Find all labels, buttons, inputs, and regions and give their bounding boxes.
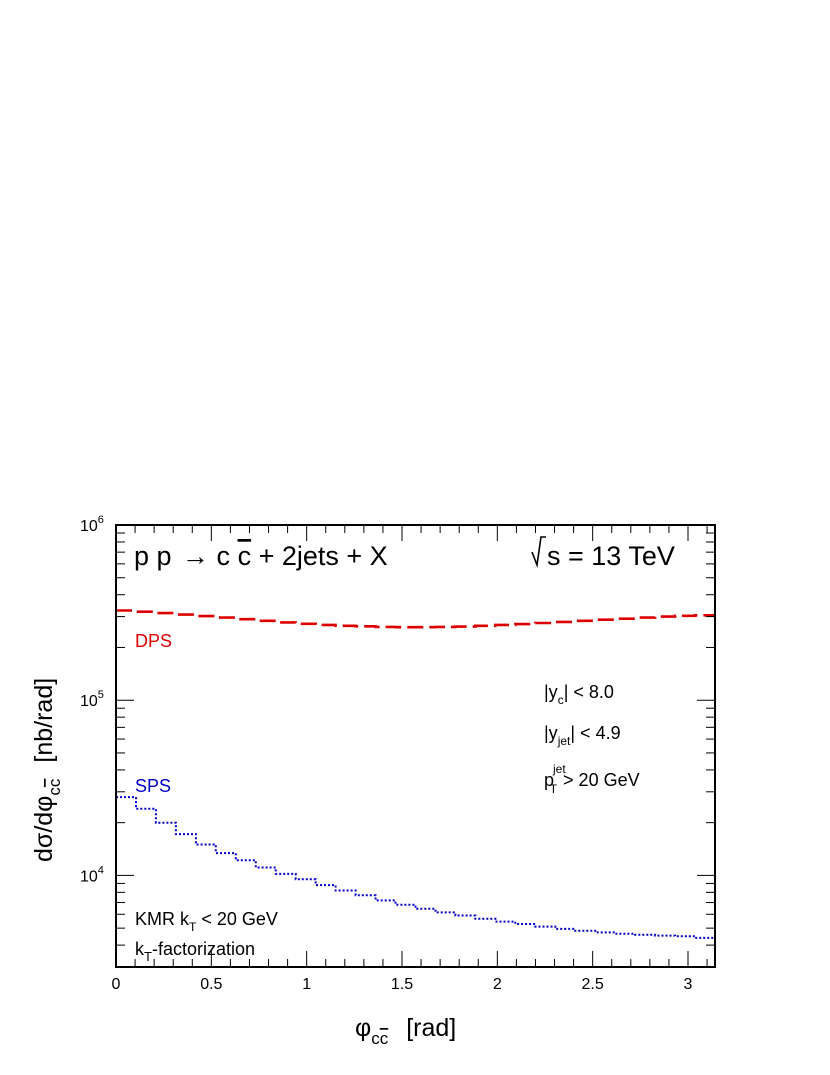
- y-tick-label: 106: [80, 514, 104, 535]
- x-tick-label: 2: [493, 976, 502, 993]
- cut-yjet: |yjet| < 4.9: [544, 723, 621, 748]
- chart-title: p p → c c + 2jets + X: [134, 541, 388, 571]
- kmr-label: KMR kT < 20 GeV: [135, 909, 278, 934]
- x-tick-label: 2.5: [582, 976, 604, 993]
- framework-label: kT-factorization: [135, 939, 255, 964]
- series-dps-line: [116, 609, 715, 629]
- x-tick-label: 3: [684, 976, 693, 993]
- series-sps-line: [116, 796, 715, 939]
- x-tick-label: 0: [112, 976, 121, 993]
- plot-frame: [115, 524, 716, 968]
- x-tick-label: 1.5: [391, 976, 413, 993]
- histogram-curves: [116, 609, 715, 939]
- y-tick-label: 104: [80, 864, 104, 885]
- x-tick-label: 0.5: [200, 976, 222, 993]
- axis-ticks: 0 0.5 1 1.5 2 2.5 3 104 105 106: [80, 514, 715, 993]
- cut-pt: pjet T > 20 GeV: [544, 762, 640, 796]
- energy-label: s = 13 TeV: [531, 536, 675, 571]
- series-label-sps: SPS: [135, 776, 171, 796]
- x-axis-title: φcc [rad]: [355, 1014, 456, 1048]
- svg-text:s = 13 TeV: s = 13 TeV: [547, 541, 675, 571]
- y-tick-label: 105: [80, 689, 104, 710]
- x-tick-label: 1: [302, 976, 311, 993]
- series-label-dps: DPS: [135, 631, 172, 651]
- sqrt-symbol: [531, 536, 546, 569]
- y-axis-title: dσ/dφcc[nb/rad]: [30, 678, 64, 862]
- cut-yc: |yc| < 8.0: [544, 682, 614, 707]
